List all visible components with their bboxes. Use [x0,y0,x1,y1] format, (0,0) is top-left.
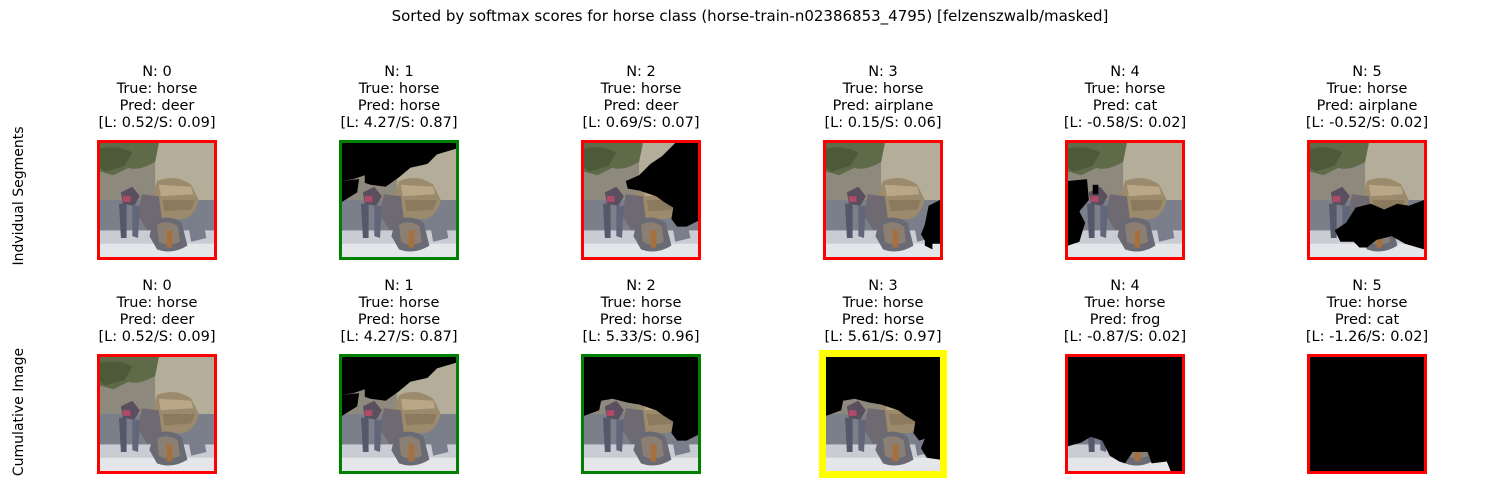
panel-r1-n3: N: 3 True: horse Pred: horse [L: 5.61/S: 0.… [793,278,973,478]
panel-true-label: True: horse [1326,81,1408,97]
panel-r0-n5: N: 5 True: horse Pred: airplane [L: -0.52/S… [1277,64,1457,260]
panel-r0-n2: N: 2 True: horse Pred: deer [L: 0.69/S: 0.0… [551,64,731,260]
panel-title: N: 3 True: horse Pred: horse [L: 5.61/S: 0.… [793,278,973,346]
panel-scores: [L: -0.52/S: 0.02] [1305,115,1429,131]
segment-image [581,140,701,260]
panel-index: N: 1 [384,64,414,80]
segment-image [819,350,947,478]
row-label-cumulative: Cumulative Image [11,347,27,477]
panel-true-label: True: horse [1326,295,1408,311]
figure-title: Sorted by softmax scores for horse class… [391,7,1109,25]
panel-index: N: 0 [142,64,172,80]
panel-scores: [L: -0.87/S: 0.02] [1063,329,1187,345]
panel-scores: [L: 0.15/S: 0.06] [824,115,942,131]
panel-scores: [L: 4.27/S: 0.87] [340,115,458,131]
panel-scores: [L: -1.26/S: 0.02] [1305,329,1429,345]
panel-pred-label: Pred: horse [841,312,925,328]
panel-index: N: 3 [868,64,898,80]
panel-true-label: True: horse [600,295,682,311]
panel-index: N: 5 [1352,278,1382,294]
panel-index: N: 0 [142,278,172,294]
panel-pred-label: Pred: horse [357,98,441,114]
segment-image [339,140,459,260]
segment-image [581,354,701,474]
segment-image [1307,354,1427,474]
segment-image [339,354,459,474]
panel-scores: [L: -0.58/S: 0.02] [1063,115,1187,131]
panel-pred-label: Pred: horse [357,312,441,328]
panel-r1-n0: N: 0 True: horse Pred: deer [L: 0.52/S: 0.0… [67,278,247,474]
panel-r0-n1: N: 1 True: horse Pred: horse [L: 4.27/S: 0.… [309,64,489,260]
panel-title: N: 5 True: horse Pred: cat [L: -1.26/S: 0.0… [1277,278,1457,346]
segment-image [97,140,217,260]
panel-pred-label: Pred: deer [119,312,195,328]
panel-pred-label: Pred: frog [1089,312,1161,328]
panel-scores: [L: 0.69/S: 0.07] [582,115,700,131]
panel-r0-n0: N: 0 True: horse Pred: deer [L: 0.52/S: 0.0… [67,64,247,260]
panel-r0-n3: N: 3 True: horse Pred: airplane [L: 0.15/S:… [793,64,973,260]
panel-index: N: 2 [626,278,656,294]
segment-image [97,354,217,474]
panel-index: N: 4 [1110,64,1140,80]
segment-image [823,140,943,260]
panel-title: N: 0 True: horse Pred: deer [L: 0.52/S: 0.0… [67,278,247,346]
panel-true-label: True: horse [1084,295,1166,311]
segment-image [1065,354,1185,474]
panel-pred-label: Pred: airplane [1316,98,1418,114]
panel-scores: [L: 0.52/S: 0.09] [98,329,216,345]
panel-scores: [L: 5.61/S: 0.97] [824,329,942,345]
panel-index: N: 1 [384,278,414,294]
panel-true-label: True: horse [1084,81,1166,97]
panel-pred-label: Pred: deer [119,98,195,114]
panel-pred-label: Pred: deer [603,98,679,114]
panel-index: N: 2 [626,64,656,80]
panel-index: N: 3 [868,278,898,294]
panel-title: N: 1 True: horse Pred: horse [L: 4.27/S: 0.… [309,278,489,346]
segment-image [1307,140,1427,260]
panel-pred-label: Pred: horse [599,312,683,328]
panel-scores: [L: 4.27/S: 0.87] [340,329,458,345]
panel-r1-n2: N: 2 True: horse Pred: horse [L: 5.33/S: 0.… [551,278,731,474]
panel-pred-label: Pred: cat [1334,312,1400,328]
panel-true-label: True: horse [842,81,924,97]
panel-r1-n4: N: 4 True: horse Pred: frog [L: -0.87/S: 0.… [1035,278,1215,474]
panel-scores: [L: 5.33/S: 0.96] [582,329,700,345]
panel-title: N: 3 True: horse Pred: airplane [L: 0.15/S:… [793,64,973,132]
panel-title: N: 0 True: horse Pred: deer [L: 0.52/S: 0.0… [67,64,247,132]
panel-title: N: 4 True: horse Pred: frog [L: -0.87/S: 0.… [1035,278,1215,346]
panel-title: N: 2 True: horse Pred: deer [L: 0.69/S: 0.0… [551,64,731,132]
row-label-individual: Indvidual Segments [11,126,27,266]
segment-image [1065,140,1185,260]
panel-title: N: 4 True: horse Pred: cat [L: -0.58/S: 0.0… [1035,64,1215,132]
panel-title: N: 2 True: horse Pred: horse [L: 5.33/S: 0.… [551,278,731,346]
panel-r1-n5: N: 5 True: horse Pred: cat [L: -1.26/S: 0.0… [1277,278,1457,474]
panel-r0-n4: N: 4 True: horse Pred: cat [L: -0.58/S: 0.0… [1035,64,1215,260]
panel-index: N: 4 [1110,278,1140,294]
panel-true-label: True: horse [842,295,924,311]
panel-r1-n1: N: 1 True: horse Pred: horse [L: 4.27/S: 0.… [309,278,489,474]
panel-true-label: True: horse [358,81,440,97]
panel-pred-label: Pred: cat [1092,98,1158,114]
panel-true-label: True: horse [600,81,682,97]
panel-index: N: 5 [1352,64,1382,80]
panel-scores: [L: 0.52/S: 0.09] [98,115,216,131]
panel-true-label: True: horse [358,295,440,311]
panel-title: N: 5 True: horse Pred: airplane [L: -0.52/S… [1277,64,1457,132]
panel-true-label: True: horse [116,295,198,311]
panel-pred-label: Pred: airplane [832,98,934,114]
panel-title: N: 1 True: horse Pred: horse [L: 4.27/S: 0.… [309,64,489,132]
panel-true-label: True: horse [116,81,198,97]
